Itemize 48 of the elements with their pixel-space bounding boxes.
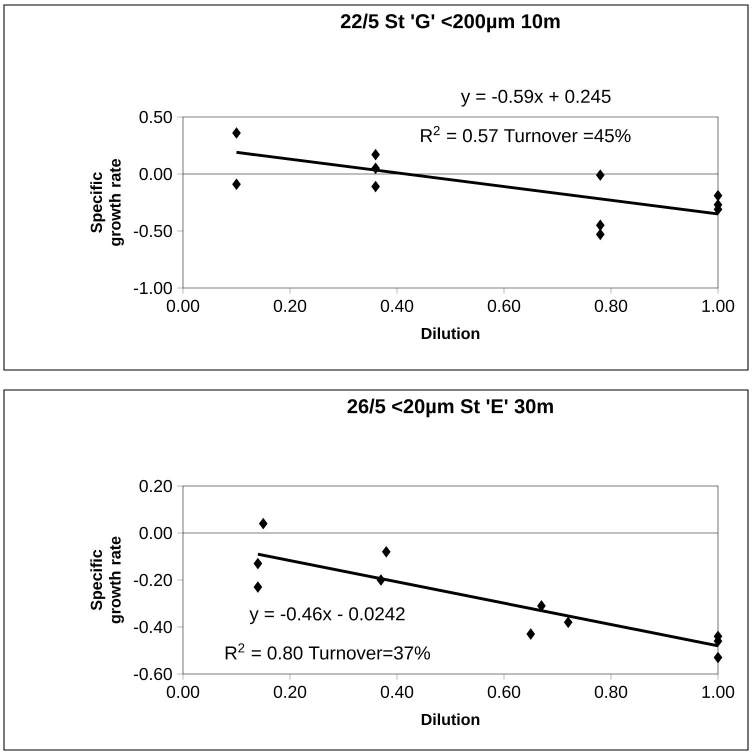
x-axis-title: Dilution [422,713,480,726]
point [258,518,268,530]
y-tick-label: -0.60 [134,668,172,680]
x-tick-label: 0.60 [488,686,520,698]
y-tick-label: 0.00 [140,168,172,180]
x-tick-label: 0.80 [594,686,628,698]
x-tick-label: 0.40 [380,686,414,698]
point [714,190,722,202]
point [254,558,262,570]
y-tick-label: 0.20 [140,480,172,492]
y-axis-title: Specific growth rate [90,536,124,624]
point [371,162,380,174]
x-tick-label: 0.20 [274,686,306,698]
x-tick-label: 0.60 [488,300,520,312]
point [382,546,391,558]
point [376,574,386,586]
point [371,149,380,160]
y-tick-label: -1.00 [134,282,172,294]
x-tick-label: 0.40 [380,300,414,312]
point [714,652,722,664]
x-tick-label: 0.20 [274,300,306,312]
point [596,220,605,231]
x-tick-label: 0.80 [594,300,628,312]
annotation: R$^{2}$ = 0.80 Turnover=37% [226,643,430,660]
chart-title: 26/5 <20µm St 'E' 30m [348,398,553,418]
point [564,616,572,628]
x-tick-label: 1.00 [702,300,734,312]
point [232,178,241,190]
x-tick-label: 1.00 [702,686,734,698]
y-tick-label: 0.00 [140,526,172,540]
x-tick-label: 0.00 [166,686,200,698]
point [526,628,536,640]
point [596,228,605,240]
x-tick-label: 0.00 [166,300,200,312]
y-tick-label: 0.50 [140,110,172,124]
annotation: R$^{2}$ = 0.57 Turnover =45% [421,126,631,142]
point [371,180,380,192]
point [596,170,605,181]
y-tick-label: -0.20 [134,574,172,586]
y-tick-label: -0.40 [134,620,172,634]
point [254,581,262,593]
chart-title: 22/5 St 'G' <200µm 10m [340,14,560,32]
annotation: y = -0.46x - 0.0242 [249,607,405,624]
text: y = -0.59x + 0.245 [460,90,611,107]
y-axis-title: Specific growth rate [90,159,124,246]
y-tick-label: -0.50 [134,224,172,238]
point [232,127,241,139]
x-axis-title: Dilution [422,327,480,340]
